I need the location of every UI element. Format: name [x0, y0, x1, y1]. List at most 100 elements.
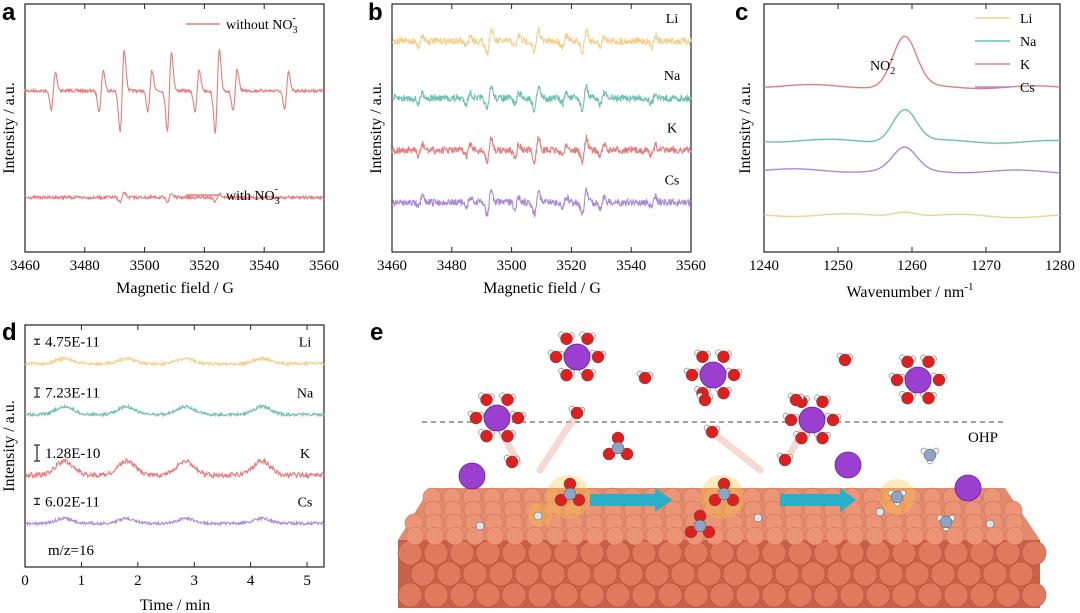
svg-text:without NO3-: without NO3- [226, 13, 298, 36]
panel-e-schematic: e OHP [370, 319, 1047, 608]
cu-atom [592, 561, 618, 587]
cu-atom [553, 540, 579, 566]
series-label-na: Na [297, 387, 314, 402]
panel-d-ylabel: Intensity / a.u. [1, 400, 18, 492]
o-atom [581, 332, 594, 346]
cu-atom [891, 582, 917, 608]
n-atom [717, 487, 731, 501]
o-atom [816, 431, 829, 445]
x-tick-label: 3480 [70, 258, 100, 274]
x-tick-label: 3500 [130, 258, 160, 274]
n-atom [890, 490, 904, 504]
legend-label-k: K [1020, 58, 1030, 73]
cu-atom [553, 582, 579, 608]
legend-label-without: without NO [226, 18, 293, 33]
cu-atom [839, 582, 865, 608]
cu-atom [878, 561, 904, 587]
cu-atom [540, 561, 566, 587]
o-atom [826, 413, 840, 427]
panel-d-frame [24, 324, 325, 568]
panel-a-ylabel: Intensity / a.u. [1, 82, 18, 174]
cu-atom [1021, 540, 1047, 566]
series-line-with-no3 [24, 191, 325, 205]
motion-trail [708, 428, 764, 474]
cu-atom [657, 582, 683, 608]
cu-atom [904, 561, 930, 587]
n-atom [923, 448, 937, 462]
cu-atom-top [585, 526, 605, 546]
flow-arrow [780, 488, 856, 512]
cu-atom-top [745, 526, 765, 546]
cu-atom [462, 561, 488, 587]
cu-atom-top [905, 526, 925, 546]
o-atom [501, 393, 514, 407]
motion-trail [536, 408, 582, 474]
series-line-k [24, 457, 325, 480]
cu-atom-top [565, 526, 585, 546]
o-atom [922, 355, 935, 369]
panel-a-xlabel: Magnetic field / G [116, 280, 234, 297]
h-adatom [475, 521, 485, 531]
h-adatom [875, 507, 885, 517]
copper-surface-slab [397, 487, 1047, 608]
o-atom [717, 386, 730, 400]
cu-atom [488, 561, 514, 587]
panel-c-raman-spectra: c 1240 1250 1260 1270 1280 Li Na K Cs NO2- Inte… [735, 0, 1075, 301]
cu-atom [826, 561, 852, 587]
cu-atom [1008, 561, 1034, 587]
cu-atom [579, 582, 605, 608]
series-label-na: Na [664, 69, 681, 84]
cation-atom [699, 361, 727, 389]
cu-atom [618, 561, 644, 587]
x-tick-label: 1280 [1045, 258, 1075, 274]
panel-c-x-ticks: 1240 1250 1260 1270 1280 [749, 4, 1075, 274]
cu-atom [644, 561, 670, 587]
panel-a-epr-spectra: a 3460 3480 3500 3520 3540 3560 without NO3- … [1, 0, 339, 297]
cu-atom [813, 540, 839, 566]
x-tick-label: 3560 [309, 258, 339, 274]
x-tick-label: 3560 [676, 258, 706, 274]
panel-a-x-ticks: 3460 3480 3500 3520 3540 3560 [10, 4, 339, 274]
o-atom [572, 493, 586, 507]
cu-atom-top [925, 526, 945, 546]
o-atom [570, 406, 584, 420]
cation-atom [483, 404, 511, 432]
panel-e-letter: e [370, 319, 383, 346]
panel-c-series [763, 35, 1061, 219]
cu-atom [813, 582, 839, 608]
cu-atom-top [405, 526, 425, 546]
panel-b-ylabel: Intensity / a.u. [368, 82, 385, 174]
x-tick-label: 3520 [189, 258, 219, 274]
series-label-cs: Cs [665, 173, 680, 188]
cu-atom-top [445, 526, 465, 546]
panel-b-letter: b [368, 0, 383, 26]
x-tick-label: 5 [303, 573, 311, 589]
cu-atom-top [785, 526, 805, 546]
cu-atom [436, 561, 462, 587]
svg-text:NO2-: NO2- [870, 54, 895, 77]
scale-value-k: 1.28E-10 [45, 446, 100, 462]
series-line-without-no3 [24, 47, 325, 135]
cu-atom-top [505, 526, 525, 546]
cu-atom [995, 582, 1021, 608]
series-line-li [763, 211, 1060, 219]
series-line-na [764, 108, 1060, 144]
o-atom [901, 391, 914, 405]
cu-atom [566, 561, 592, 587]
x-tick-label: 3520 [556, 258, 586, 274]
cu-atom [423, 582, 449, 608]
x-tick-label: 3500 [497, 258, 527, 274]
cu-atom [605, 582, 631, 608]
o-atom [838, 353, 852, 367]
o-atom [480, 429, 493, 443]
cu-atom-top [825, 526, 845, 546]
panel-c-letter: c [735, 0, 748, 26]
cu-atom-top [845, 526, 865, 546]
cu-atom-top [805, 526, 825, 546]
cu-atom [982, 561, 1008, 587]
cu-atom [969, 582, 995, 608]
o-atom [560, 332, 573, 346]
o-atom [698, 393, 712, 407]
series-label-k: K [667, 121, 677, 136]
solvated-species [458, 331, 995, 539]
